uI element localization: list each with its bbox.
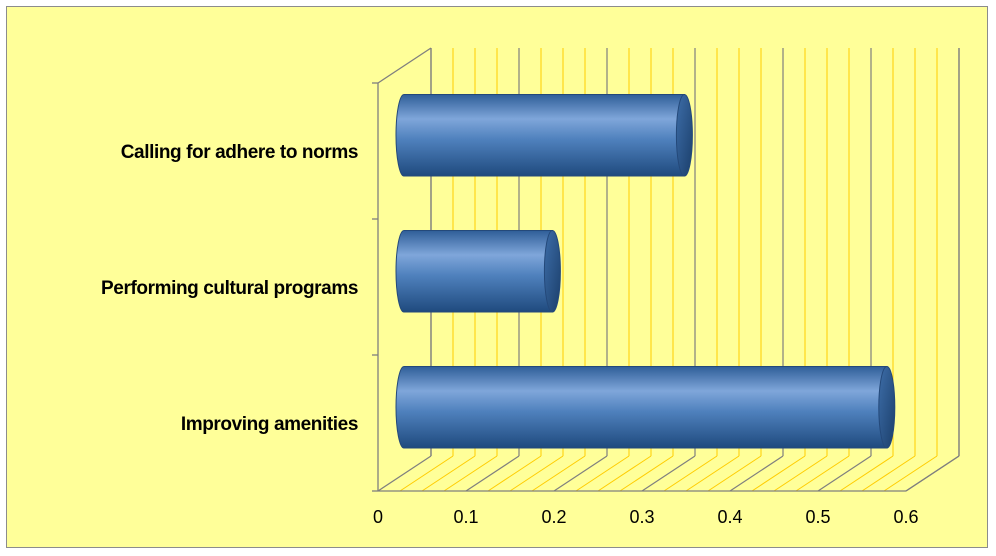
floor-gridline xyxy=(487,455,542,492)
floor-gridline xyxy=(751,455,806,492)
floor-gridline xyxy=(509,455,564,492)
axis-frame-edge xyxy=(377,47,432,84)
floor-gridline xyxy=(553,455,608,492)
bar-cap xyxy=(543,229,561,313)
x-tick-label: 0.6 xyxy=(893,507,918,527)
floor-gridline xyxy=(399,455,454,492)
floor-gridline xyxy=(377,455,432,492)
floor-gridline xyxy=(443,455,498,492)
bar-chart: Improving amenities Performing cultural p… xyxy=(101,47,960,527)
bar xyxy=(395,93,693,177)
floor-gridline xyxy=(465,455,520,492)
bar-body xyxy=(395,93,685,177)
bar-cap xyxy=(878,365,896,449)
x-tick-label: 0.4 xyxy=(717,507,742,527)
bar-body xyxy=(395,229,553,313)
floor-gridline xyxy=(597,455,652,492)
category-label: Improving amenities xyxy=(181,414,358,435)
bars xyxy=(395,93,896,449)
axis-frame-edge xyxy=(905,455,960,492)
floor-gridline xyxy=(707,455,762,492)
floor-gridline xyxy=(861,455,916,492)
floor-gridline xyxy=(619,455,674,492)
floor-gridline xyxy=(663,455,718,492)
bar-cap xyxy=(675,93,693,177)
category-label: Calling for adhere to norms xyxy=(121,142,358,163)
floor-gridline xyxy=(729,455,784,492)
floor-gridline xyxy=(575,455,630,492)
floor-gridline xyxy=(421,455,476,492)
bar-body xyxy=(395,365,888,449)
floor-gridline xyxy=(685,455,740,492)
chart-area: Improving amenities Performing cultural p… xyxy=(6,6,988,548)
bar xyxy=(395,229,561,313)
x-tick-label: 0 xyxy=(373,507,383,527)
category-label: Performing cultural programs xyxy=(101,278,358,299)
floor-gridline xyxy=(817,455,872,492)
floor-gridline xyxy=(883,455,938,492)
floor-gridline xyxy=(839,455,894,492)
labels: Improving amenities Performing cultural p… xyxy=(101,142,918,527)
x-tick-label: 0.3 xyxy=(629,507,654,527)
floor-gridline xyxy=(795,455,850,492)
x-tick-label: 0.2 xyxy=(541,507,566,527)
floor-gridline xyxy=(531,455,586,492)
x-tick-label: 0.1 xyxy=(453,507,478,527)
floor-gridline xyxy=(641,455,696,492)
floor-gridline xyxy=(773,455,828,492)
x-tick-label: 0.5 xyxy=(805,507,830,527)
bar xyxy=(395,365,896,449)
